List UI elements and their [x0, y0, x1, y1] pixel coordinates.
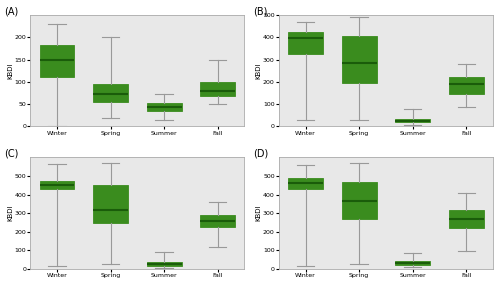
Y-axis label: KBDI: KBDI: [256, 62, 262, 79]
PathPatch shape: [449, 77, 484, 94]
PathPatch shape: [200, 215, 235, 227]
PathPatch shape: [146, 262, 182, 266]
PathPatch shape: [40, 45, 74, 77]
Y-axis label: KBDI: KBDI: [7, 205, 13, 221]
PathPatch shape: [93, 84, 128, 102]
PathPatch shape: [93, 185, 128, 223]
PathPatch shape: [342, 182, 376, 219]
PathPatch shape: [396, 261, 430, 265]
PathPatch shape: [200, 82, 235, 96]
Text: (B): (B): [253, 6, 268, 16]
PathPatch shape: [40, 181, 74, 189]
PathPatch shape: [449, 210, 484, 228]
PathPatch shape: [288, 32, 323, 54]
Text: (C): (C): [4, 148, 19, 158]
PathPatch shape: [396, 119, 430, 122]
PathPatch shape: [342, 36, 376, 83]
Y-axis label: KBDI: KBDI: [256, 205, 262, 221]
Y-axis label: KBDI: KBDI: [7, 62, 13, 79]
PathPatch shape: [146, 103, 182, 111]
Text: (A): (A): [4, 6, 19, 16]
PathPatch shape: [288, 178, 323, 189]
Text: (D): (D): [253, 148, 268, 158]
